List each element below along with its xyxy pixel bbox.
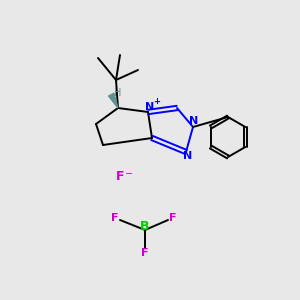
- Text: F: F: [111, 213, 119, 223]
- Polygon shape: [109, 93, 118, 108]
- Text: F: F: [169, 213, 177, 223]
- Text: F: F: [116, 170, 124, 184]
- Text: B: B: [140, 220, 150, 232]
- Text: −: −: [125, 169, 133, 179]
- Text: N: N: [189, 116, 199, 126]
- Text: F: F: [141, 248, 149, 258]
- Text: H: H: [114, 88, 122, 98]
- Text: N: N: [183, 151, 193, 161]
- Text: N: N: [146, 102, 154, 112]
- Text: +: +: [154, 98, 160, 106]
